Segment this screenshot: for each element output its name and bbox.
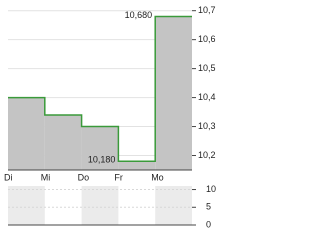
y-tick-label: 10 bbox=[206, 184, 216, 194]
step-bar bbox=[81, 126, 119, 170]
y-tick-label: 10,7 bbox=[198, 5, 216, 15]
x-tick-label: Mo bbox=[151, 172, 164, 182]
y-tick-label: 10,6 bbox=[198, 34, 216, 44]
x-tick-label: Mi bbox=[41, 172, 51, 182]
y-tick-label: 5 bbox=[206, 202, 211, 212]
y-tick-label: 10,5 bbox=[198, 63, 216, 73]
x-tick-label: Do bbox=[78, 172, 90, 182]
chart: 10,2 10,3 10,4 10,5 10,6 10,7 10,180 10,680 Di Mi… bbox=[4, 5, 216, 229]
value-label: 10,680 bbox=[125, 10, 153, 20]
page: {"chart_data": [ {"type": "step-area", "… bbox=[4, 5, 217, 230]
y-tick-label: 10,4 bbox=[198, 92, 216, 102]
step-bar bbox=[8, 97, 45, 170]
x-tick-label: Di bbox=[4, 172, 13, 182]
day-band bbox=[8, 186, 45, 225]
y-tick-label: 10,2 bbox=[198, 150, 216, 160]
step-bar bbox=[44, 114, 82, 170]
y-tick-label: 10,3 bbox=[198, 121, 216, 131]
step-bar bbox=[155, 16, 192, 171]
day-band bbox=[81, 186, 119, 225]
x-tick-label: Fr bbox=[114, 172, 123, 182]
day-band bbox=[155, 186, 192, 225]
step-bar bbox=[118, 161, 156, 170]
price-line bbox=[8, 15, 192, 163]
y-tick-label: 0 bbox=[206, 219, 211, 229]
value-label: 10,180 bbox=[88, 155, 116, 165]
